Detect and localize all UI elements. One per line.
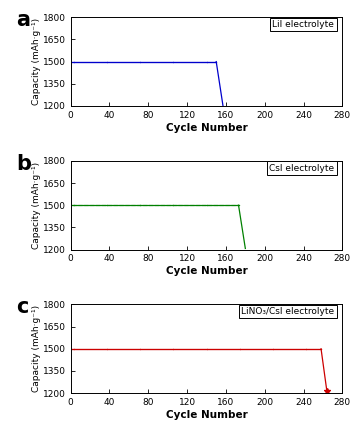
Text: LiNO₃/CsI electrolyte: LiNO₃/CsI electrolyte — [241, 307, 334, 316]
Text: b: b — [16, 154, 31, 174]
Text: c: c — [16, 297, 29, 318]
Y-axis label: Capacity (mAh·g⁻¹): Capacity (mAh·g⁻¹) — [32, 305, 41, 392]
X-axis label: Cycle Number: Cycle Number — [166, 123, 247, 133]
Y-axis label: Capacity (mAh·g⁻¹): Capacity (mAh·g⁻¹) — [32, 18, 41, 105]
Text: CsI electrolyte: CsI electrolyte — [269, 164, 334, 172]
Y-axis label: Capacity (mAh·g⁻¹): Capacity (mAh·g⁻¹) — [32, 162, 41, 249]
X-axis label: Cycle Number: Cycle Number — [166, 410, 247, 420]
Text: a: a — [16, 10, 30, 30]
X-axis label: Cycle Number: Cycle Number — [166, 266, 247, 276]
Text: LiI electrolyte: LiI electrolyte — [273, 20, 334, 29]
